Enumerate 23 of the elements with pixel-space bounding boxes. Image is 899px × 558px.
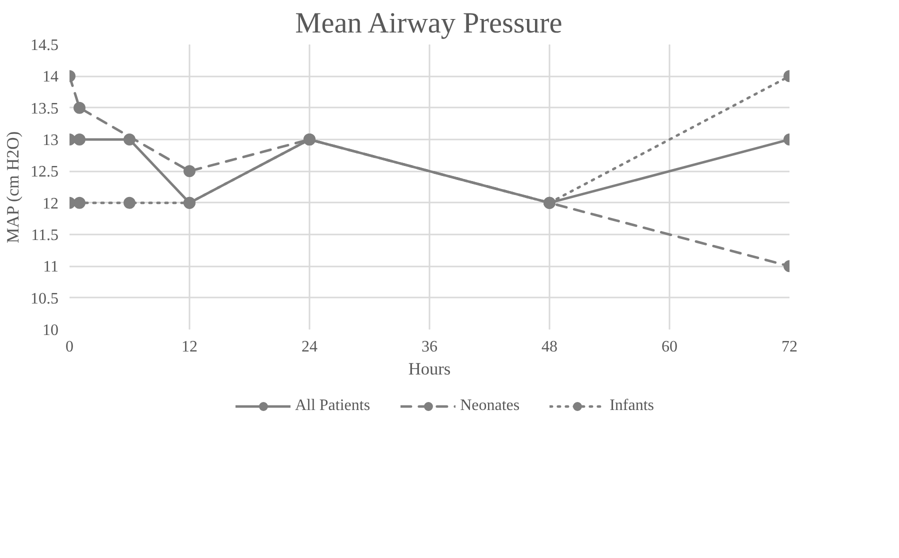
x-tick-label: 60 [662, 338, 678, 356]
chart-title: Mean Airway Pressure [295, 8, 562, 40]
y-tick-label: 10 [42, 322, 58, 339]
y-tick-label: 13.5 [30, 100, 58, 118]
x-tick-label: 72 [782, 338, 798, 356]
legend-label: All Patients [294, 397, 370, 415]
x-tick-label: 36 [422, 338, 438, 356]
y-tick-label: 11.5 [31, 227, 58, 244]
legend-label: Neonates [460, 397, 520, 415]
x-tick-label: 24 [302, 338, 318, 356]
x-tick-label: 48 [542, 338, 558, 356]
x-tick-label: 0 [66, 338, 74, 356]
y-tick-label: 12 [42, 195, 58, 212]
y-tick-label: 10.5 [30, 290, 58, 308]
y-tick-label: 11 [43, 258, 58, 276]
x-tick-label: 12 [182, 338, 198, 356]
x-axis-title: Hours [408, 360, 451, 378]
legend-label: Infants [610, 397, 654, 415]
y-tick-label: 13 [42, 132, 58, 149]
y-tick-label: 14.5 [30, 37, 58, 54]
y-axis-title: MAP (cm H2O) [4, 131, 22, 244]
y-tick-label: 12.5 [30, 164, 58, 181]
y-tick-label: 14 [42, 68, 58, 86]
